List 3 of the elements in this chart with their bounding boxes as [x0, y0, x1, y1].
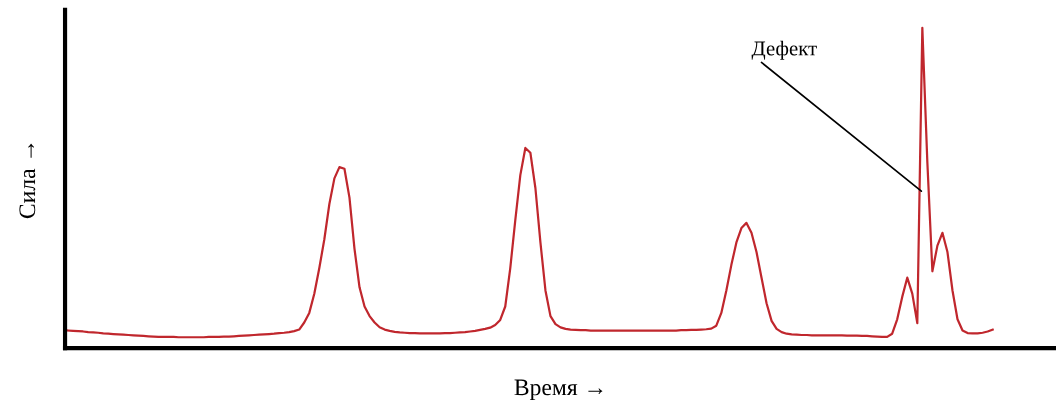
- y-axis-title: Сила →: [19, 143, 36, 219]
- x-axis-title: Время →: [514, 379, 603, 401]
- annotation: Дефект: [751, 40, 817, 60]
